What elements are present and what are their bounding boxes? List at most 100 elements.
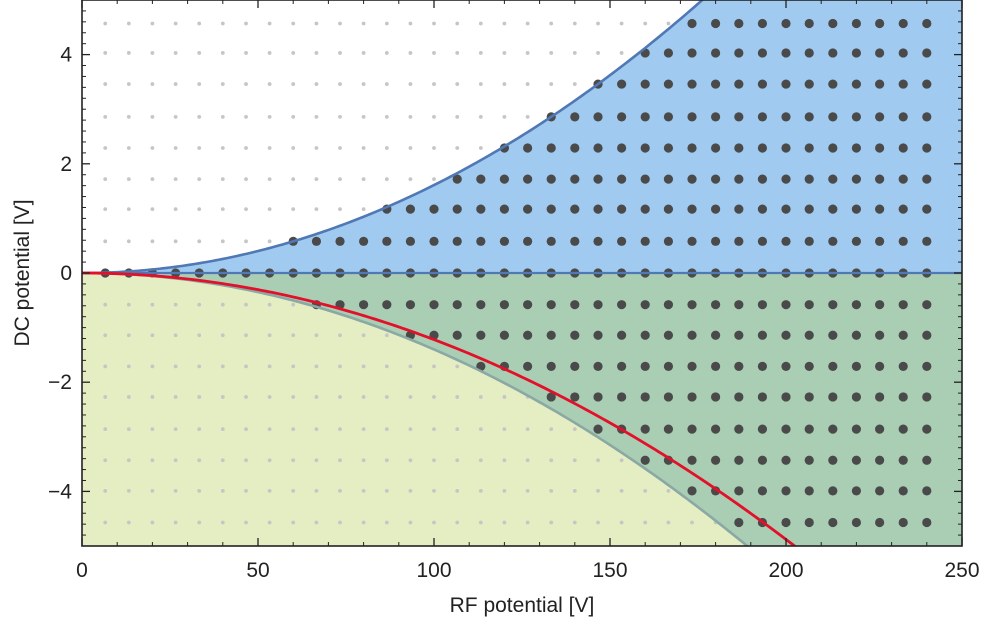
stable-point	[593, 330, 603, 340]
unstable-point	[291, 51, 296, 55]
stable-point	[570, 330, 580, 340]
unstable-point	[244, 114, 248, 119]
stable-point	[781, 517, 791, 528]
stable-point	[757, 18, 768, 29]
unstable-point	[291, 488, 296, 493]
unstable-point	[314, 114, 319, 119]
unstable-point	[291, 427, 296, 432]
unstable-point	[478, 51, 483, 55]
stable-point	[593, 112, 603, 122]
stable-point	[663, 392, 674, 402]
unstable-point	[666, 488, 671, 493]
unstable-point	[150, 21, 155, 26]
stable-point	[663, 143, 674, 153]
unstable-point	[408, 520, 413, 525]
stable-point	[922, 424, 932, 434]
stable-point	[828, 112, 838, 122]
stable-point	[875, 204, 885, 214]
stable-point	[781, 112, 791, 122]
unstable-point	[596, 51, 600, 55]
stable-point	[711, 174, 721, 184]
unstable-point	[126, 302, 131, 307]
unstable-point	[478, 21, 483, 26]
unstable-point	[525, 51, 530, 55]
unstable-point	[267, 177, 272, 181]
unstable-point	[220, 177, 225, 181]
unstable-point	[173, 114, 178, 119]
stable-point	[804, 517, 814, 528]
unstable-point	[103, 488, 108, 493]
stable-point	[711, 236, 721, 246]
unstable-point	[455, 146, 460, 150]
unstable-point	[408, 51, 413, 55]
stable-point	[617, 392, 627, 402]
stable-point	[875, 486, 885, 496]
stable-point	[781, 18, 791, 29]
stable-point	[546, 174, 556, 184]
stable-point	[781, 174, 791, 184]
unstable-point	[314, 333, 319, 338]
unstable-point	[314, 82, 319, 86]
unstable-point	[244, 239, 248, 244]
stable-point	[476, 204, 486, 214]
stable-point	[851, 79, 862, 89]
stable-point	[851, 486, 862, 496]
stable-point	[781, 486, 791, 496]
stable-point	[734, 455, 744, 465]
unstable-point	[596, 21, 600, 26]
unstable-point	[267, 395, 272, 399]
unstable-point	[244, 427, 248, 432]
unstable-point	[384, 177, 389, 181]
unstable-point	[525, 427, 530, 432]
unstable-point	[173, 177, 178, 181]
stable-point	[828, 18, 838, 29]
unstable-point	[361, 82, 366, 86]
unstable-point	[244, 146, 248, 150]
unstable-point	[572, 427, 577, 432]
unstable-point	[103, 207, 108, 212]
unstable-point	[197, 364, 202, 369]
unstable-point	[150, 114, 155, 119]
unstable-point	[361, 21, 366, 26]
unstable-point	[384, 364, 389, 369]
unstable-point	[291, 114, 296, 119]
stable-point	[851, 392, 862, 402]
stable-point	[734, 143, 744, 153]
stable-point	[781, 392, 791, 402]
stable-point	[570, 204, 580, 214]
unstable-point	[173, 239, 178, 244]
unstable-point	[432, 458, 436, 463]
unstable-point	[267, 146, 272, 150]
unstable-point	[596, 520, 600, 525]
stable-point	[617, 300, 627, 310]
unstable-point	[103, 177, 108, 181]
x-tick-label: 150	[592, 559, 627, 582]
unstable-point	[197, 427, 202, 432]
unstable-point	[384, 82, 389, 86]
stable-point	[617, 112, 627, 122]
stable-point	[687, 112, 697, 122]
unstable-point	[173, 51, 178, 55]
unstable-point	[666, 520, 671, 525]
stable-point	[851, 330, 862, 340]
unstable-point	[361, 520, 366, 525]
stable-point	[922, 300, 932, 310]
stable-point	[711, 18, 721, 29]
unstable-point	[126, 21, 131, 26]
x-tick-label: 200	[768, 559, 803, 582]
stable-point	[429, 204, 439, 214]
unstable-point	[126, 458, 131, 463]
stable-point	[875, 112, 885, 122]
stable-point	[828, 300, 838, 310]
stable-point	[523, 330, 533, 340]
unstable-point	[150, 207, 155, 212]
unstable-point	[314, 364, 319, 369]
stable-point	[640, 424, 650, 434]
stable-point	[687, 361, 697, 371]
unstable-point	[549, 21, 554, 26]
unstable-point	[338, 520, 342, 525]
stable-point	[593, 143, 603, 153]
stable-point	[757, 143, 768, 153]
unstable-point	[291, 82, 296, 86]
unstable-point	[173, 520, 178, 525]
